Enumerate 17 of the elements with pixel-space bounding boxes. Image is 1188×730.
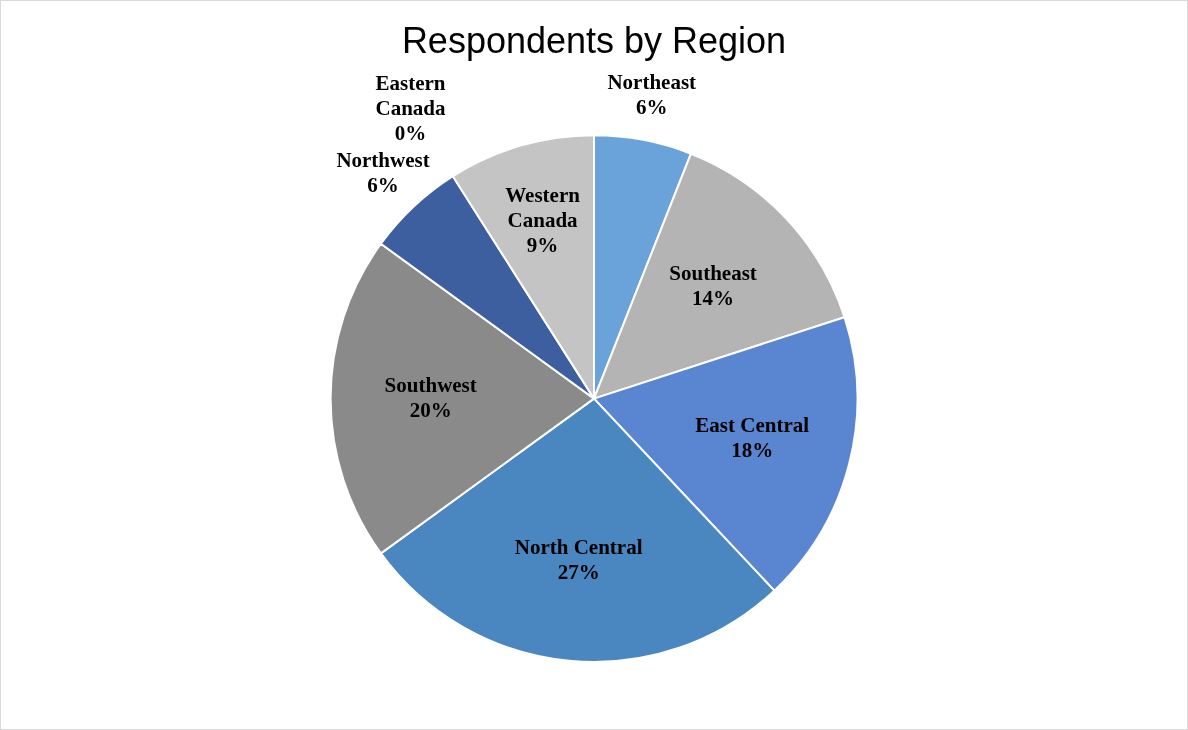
slice-label: Southeast <box>669 260 757 285</box>
slice-label: East Central <box>695 413 810 438</box>
data-label: 27% <box>557 560 600 585</box>
data-label: 6% <box>367 172 399 197</box>
data-label: 9% <box>526 232 559 257</box>
slice-label: Southwest <box>384 372 477 397</box>
slice-label: Northeast <box>607 69 697 94</box>
data-label: 6% <box>636 94 668 119</box>
text: 0% <box>394 120 427 145</box>
slice-label: Northwest <box>336 147 430 172</box>
slice-label: North Central <box>514 535 643 560</box>
chart-title: Respondents by Region <box>401 19 787 61</box>
slice-label: Western Canada <box>505 182 581 232</box>
category-label: Eastern Canada <box>375 70 446 120</box>
data-label: 14% <box>692 285 735 310</box>
data-label: 20% <box>409 397 452 422</box>
data-label: 18% <box>731 438 774 463</box>
